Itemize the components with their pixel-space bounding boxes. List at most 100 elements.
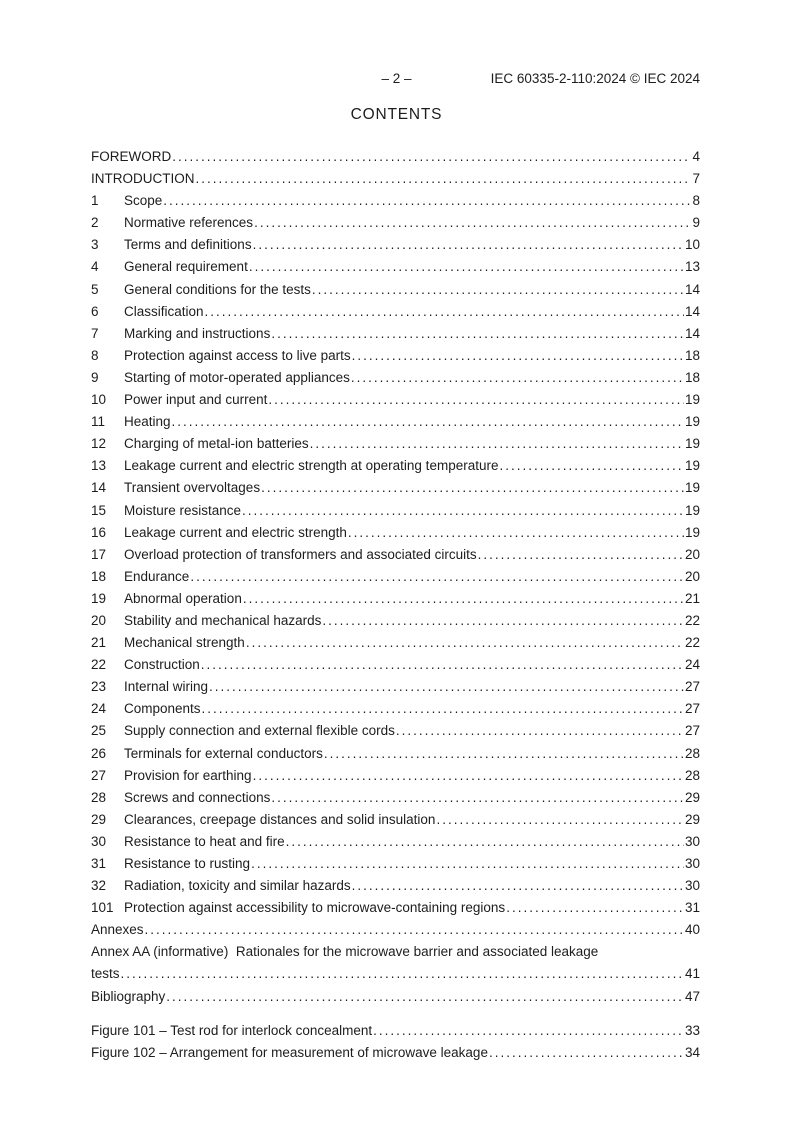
toc-entry-label: Figure 102 – Arrangement for measurement…: [91, 1045, 488, 1061]
toc-dot-leader: [172, 146, 691, 168]
toc-entry[interactable]: 101 Protection against accessibility to …: [91, 897, 700, 919]
toc-dot-leader: [172, 411, 684, 433]
toc-entry-page: 19: [684, 458, 700, 474]
figure-entry[interactable]: Figure 102 – Arrangement for measurement…: [91, 1042, 700, 1064]
toc-entry-label: INTRODUCTION: [91, 171, 195, 187]
toc-entry[interactable]: 26 Terminals for external conductors 28: [91, 743, 700, 765]
toc-entry-page: 20: [684, 568, 700, 584]
toc-entry[interactable]: 12 Charging of metal-ion batteries 19: [91, 433, 700, 455]
toc-entry-label: Heating: [124, 414, 171, 430]
toc-entry-number: 1: [91, 193, 99, 209]
toc-entry-label: General conditions for the tests: [124, 281, 311, 297]
toc-entry[interactable]: 19 Abnormal operation 21: [91, 588, 700, 610]
toc-entry-page: 28: [684, 745, 700, 761]
toc-entry[interactable]: 29 Clearances, creepage distances and so…: [91, 809, 700, 831]
toc-entry-label: Stability and mechanical hazards: [124, 612, 322, 628]
toc-entry[interactable]: 11 Heating 19: [91, 411, 700, 433]
toc-entry-page: 29: [684, 789, 700, 805]
toc-entry-page: 40: [684, 922, 700, 938]
toc-entry-label: Protection against access to live parts: [124, 347, 351, 363]
toc-entry[interactable]: tests 41: [91, 963, 700, 985]
toc-entry[interactable]: INTRODUCTION 7: [91, 168, 700, 190]
toc-entry[interactable]: 28 Screws and connections 29: [91, 787, 700, 809]
toc-entry-label: Construction: [124, 657, 200, 673]
toc-entry[interactable]: 5 General conditions for the tests 14: [91, 279, 700, 301]
page-header: – 2 – IEC 60335-2-110:2024 © IEC 2024: [0, 71, 793, 88]
toc-entry-label: Starting of motor-operated appliances: [124, 369, 350, 385]
toc-entry-number: 31: [91, 856, 107, 871]
toc-entry[interactable]: 9 Starting of motor-operated appliances …: [91, 367, 700, 389]
toc-entry-page: 31: [684, 900, 700, 916]
toc-entry-number: 16: [91, 524, 107, 540]
toc-entry-number: 28: [91, 789, 107, 805]
toc-entry[interactable]: 6 Classification 14: [91, 301, 700, 323]
toc-entry-number: 22: [91, 657, 107, 673]
toc-dot-leader: [436, 809, 684, 831]
toc-dot-leader: [145, 919, 684, 941]
toc-entry-label: Overload protection of transformers and …: [124, 546, 477, 562]
toc-entry[interactable]: 24 Components 27: [91, 698, 700, 720]
toc-entry[interactable]: 27 Provision for earthing 28: [91, 765, 700, 787]
toc-entry-page: 18: [684, 369, 700, 385]
toc-entry[interactable]: 20 Stability and mechanical hazards 22: [91, 610, 700, 632]
toc-dot-leader: [196, 168, 692, 190]
toc-entry-label: Classification: [124, 303, 204, 319]
toc-entry[interactable]: 1 Scope 8: [91, 190, 700, 212]
toc-entry[interactable]: 23 Internal wiring 27: [91, 676, 700, 698]
toc-entry[interactable]: Annexes 40: [91, 919, 700, 941]
toc-entry[interactable]: 7 Marking and instructions 14: [91, 323, 700, 345]
toc-dot-leader: [205, 301, 684, 323]
toc-entry-number: 23: [91, 679, 107, 695]
toc-dot-leader: [254, 212, 691, 234]
toc-entry-number: 101: [91, 900, 114, 916]
toc-entry[interactable]: 18 Endurance 20: [91, 566, 700, 588]
toc-dot-leader: [243, 588, 684, 610]
toc-dot-leader: [166, 986, 684, 1008]
toc-dot-leader: [209, 676, 684, 698]
toc-dot-leader: [201, 654, 684, 676]
toc-dot-leader: [251, 853, 684, 875]
toc-entry-label: Provision for earthing: [124, 767, 252, 783]
toc-entry[interactable]: 14 Transient overvoltages 19: [91, 477, 700, 499]
toc-entry-page: 47: [684, 988, 700, 1004]
header-doc-reference: IEC 60335-2-110:2024 © IEC 2024: [490, 71, 700, 86]
toc-entry[interactable]: 30 Resistance to heat and fire 30: [91, 831, 700, 853]
toc-entry[interactable]: 3 Terms and definitions 10: [91, 234, 700, 256]
toc-entry[interactable]: 8 Protection against access to live part…: [91, 345, 700, 367]
toc-entry[interactable]: 16 Leakage current and electric strength…: [91, 522, 700, 544]
toc-entry-label: Annexes: [91, 922, 144, 938]
toc-entry-page: 14: [684, 303, 700, 319]
toc-entry[interactable]: 22 Construction 24: [91, 654, 700, 676]
toc-entry-label: Charging of metal-ion batteries: [124, 436, 309, 452]
toc-entry-number: 14: [91, 480, 107, 496]
figure-entry[interactable]: Figure 101 – Test rod for interlock conc…: [91, 1020, 700, 1042]
toc-entry-label: Marking and instructions: [124, 325, 271, 341]
toc-dot-leader: [322, 610, 684, 632]
toc-entry-page: 8: [692, 193, 700, 209]
toc-entry[interactable]: 15 Moisture resistance 19: [91, 500, 700, 522]
toc-entry[interactable]: 4 General requirement 13: [91, 256, 700, 278]
toc-entry-label: Transient overvoltages: [124, 480, 261, 496]
toc-entry-number: 18: [91, 568, 107, 584]
toc-entry[interactable]: 2 Normative references 9: [91, 212, 700, 234]
toc-entry[interactable]: 32 Radiation, toxicity and similar hazar…: [91, 875, 700, 897]
toc-entry[interactable]: 10 Power input and current 19: [91, 389, 700, 411]
toc-entry-page: 27: [684, 679, 700, 695]
toc-entry[interactable]: Bibliography 47: [91, 986, 700, 1008]
toc-entry-label: Supply connection and external flexible …: [124, 723, 395, 739]
toc-entry-number: 29: [91, 811, 107, 827]
toc-dot-leader: [352, 875, 684, 897]
toc-entry[interactable]: 13 Leakage current and electric strength…: [91, 455, 700, 477]
toc-entry-page: 9: [692, 215, 700, 231]
toc-entry[interactable]: 25 Supply connection and external flexib…: [91, 720, 700, 742]
toc-entry[interactable]: FOREWORD 4: [91, 146, 700, 168]
toc-entry[interactable]: 17 Overload protection of transformers a…: [91, 544, 700, 566]
header-page-number: – 2 –: [381, 71, 412, 86]
toc-entry[interactable]: Annex AA (informative) Rationales for th…: [91, 941, 700, 963]
toc-entry[interactable]: 31 Resistance to rusting 30: [91, 853, 700, 875]
toc-entry-label: Normative references: [124, 215, 254, 231]
figure-list: Figure 101 – Test rod for interlock conc…: [91, 1020, 700, 1064]
toc-list: FOREWORD 4 INTRODUCTION 7 1 Scope 8 2 No…: [91, 146, 700, 1008]
toc-entry[interactable]: 21 Mechanical strength 22: [91, 632, 700, 654]
toc-entry-number: 5: [91, 281, 99, 297]
